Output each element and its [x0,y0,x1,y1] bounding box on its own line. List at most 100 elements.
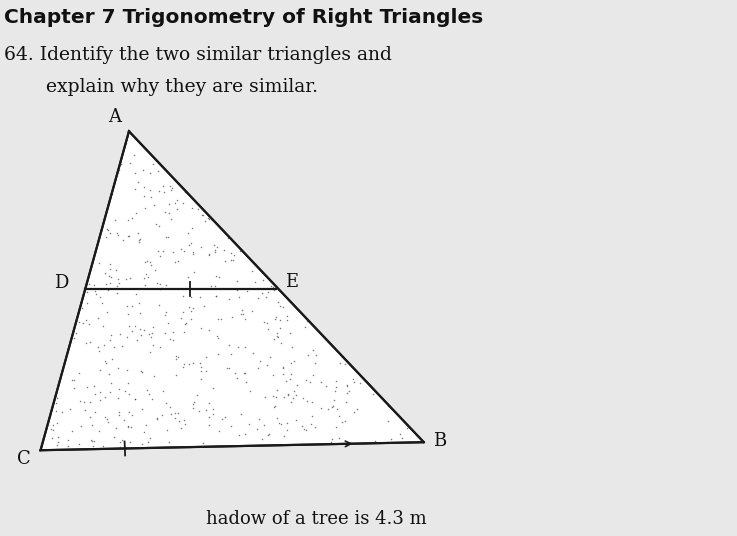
Point [207,410,219,419]
Point [45,425,57,434]
Point [219,246,231,255]
Point [194,359,206,367]
Point [63,436,74,445]
Point [46,434,58,443]
Point [382,401,394,410]
Point [287,343,298,351]
Point [265,281,276,290]
Point [124,321,136,330]
Text: explain why they are similar.: explain why they are similar. [4,78,318,96]
Point [113,442,125,451]
Point [177,198,189,207]
Point [210,272,222,280]
Point [149,266,161,274]
Point [307,346,318,354]
Point [272,332,284,341]
Point [240,377,251,386]
Point [192,205,203,213]
Point [305,420,317,429]
Point [210,292,222,300]
Point [169,258,181,266]
Point [101,308,113,316]
Point [111,289,123,298]
Point [101,225,113,233]
Point [268,334,279,343]
Point [136,440,148,448]
Point [105,273,117,282]
Point [179,419,191,428]
Point [105,379,117,388]
Point [88,281,100,289]
Point [124,159,136,168]
Point [171,204,183,213]
Point [154,343,166,351]
Point [152,247,164,256]
Point [133,299,145,307]
Point [160,233,172,242]
Point [234,293,245,302]
Point [90,290,102,299]
Point [275,339,287,348]
Point [262,287,274,296]
Point [88,436,100,445]
Point [196,211,208,219]
Point [117,236,129,244]
Point [102,418,114,426]
Point [261,319,273,327]
Point [184,443,195,451]
Point [93,347,105,355]
Point [252,364,264,373]
Point [51,419,63,428]
Point [249,278,261,286]
Point [99,392,111,401]
Point [114,437,126,446]
Point [239,343,251,351]
Point [284,329,296,337]
Point [280,377,292,385]
Point [151,414,163,422]
Point [112,394,124,403]
Polygon shape [41,131,424,450]
Point [209,248,221,257]
Point [155,284,167,292]
Point [219,413,231,421]
Point [186,248,198,256]
Point [182,229,194,238]
Point [172,257,184,265]
Point [203,214,214,223]
Point [137,166,149,174]
Point [329,386,341,395]
Point [307,412,318,420]
Point [184,360,195,368]
Point [157,247,169,255]
Point [97,321,109,330]
Point [343,386,354,395]
Point [124,438,136,446]
Point [186,204,198,213]
Point [105,388,116,396]
Point [247,348,259,357]
Point [122,422,133,431]
Point [51,440,63,449]
Point [235,310,247,318]
Point [267,370,279,379]
Text: D: D [54,274,69,292]
Point [47,426,59,435]
Point [236,306,248,314]
Point [358,438,370,447]
Point [178,327,190,336]
Point [187,359,199,367]
Point [165,215,177,224]
Point [84,413,96,421]
Point [277,369,289,378]
Point [282,390,294,398]
Point [331,404,343,413]
Point [125,274,136,282]
Point [51,399,63,407]
Point [179,188,191,196]
Point [231,276,242,285]
Point [256,435,268,443]
Point [268,282,279,291]
Point [159,329,171,338]
Point [110,215,122,224]
